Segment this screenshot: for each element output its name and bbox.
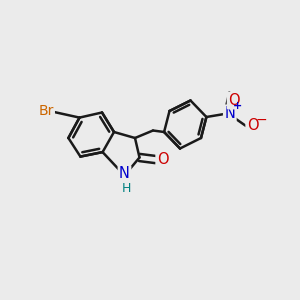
Text: O: O: [247, 118, 258, 134]
Text: +: +: [233, 101, 242, 111]
Text: Br: Br: [38, 104, 54, 118]
Text: −: −: [255, 113, 267, 127]
Text: N: N: [119, 167, 130, 182]
Text: N: N: [224, 106, 235, 121]
Text: H: H: [121, 182, 131, 196]
Text: O: O: [157, 152, 168, 167]
Text: O: O: [228, 93, 240, 108]
